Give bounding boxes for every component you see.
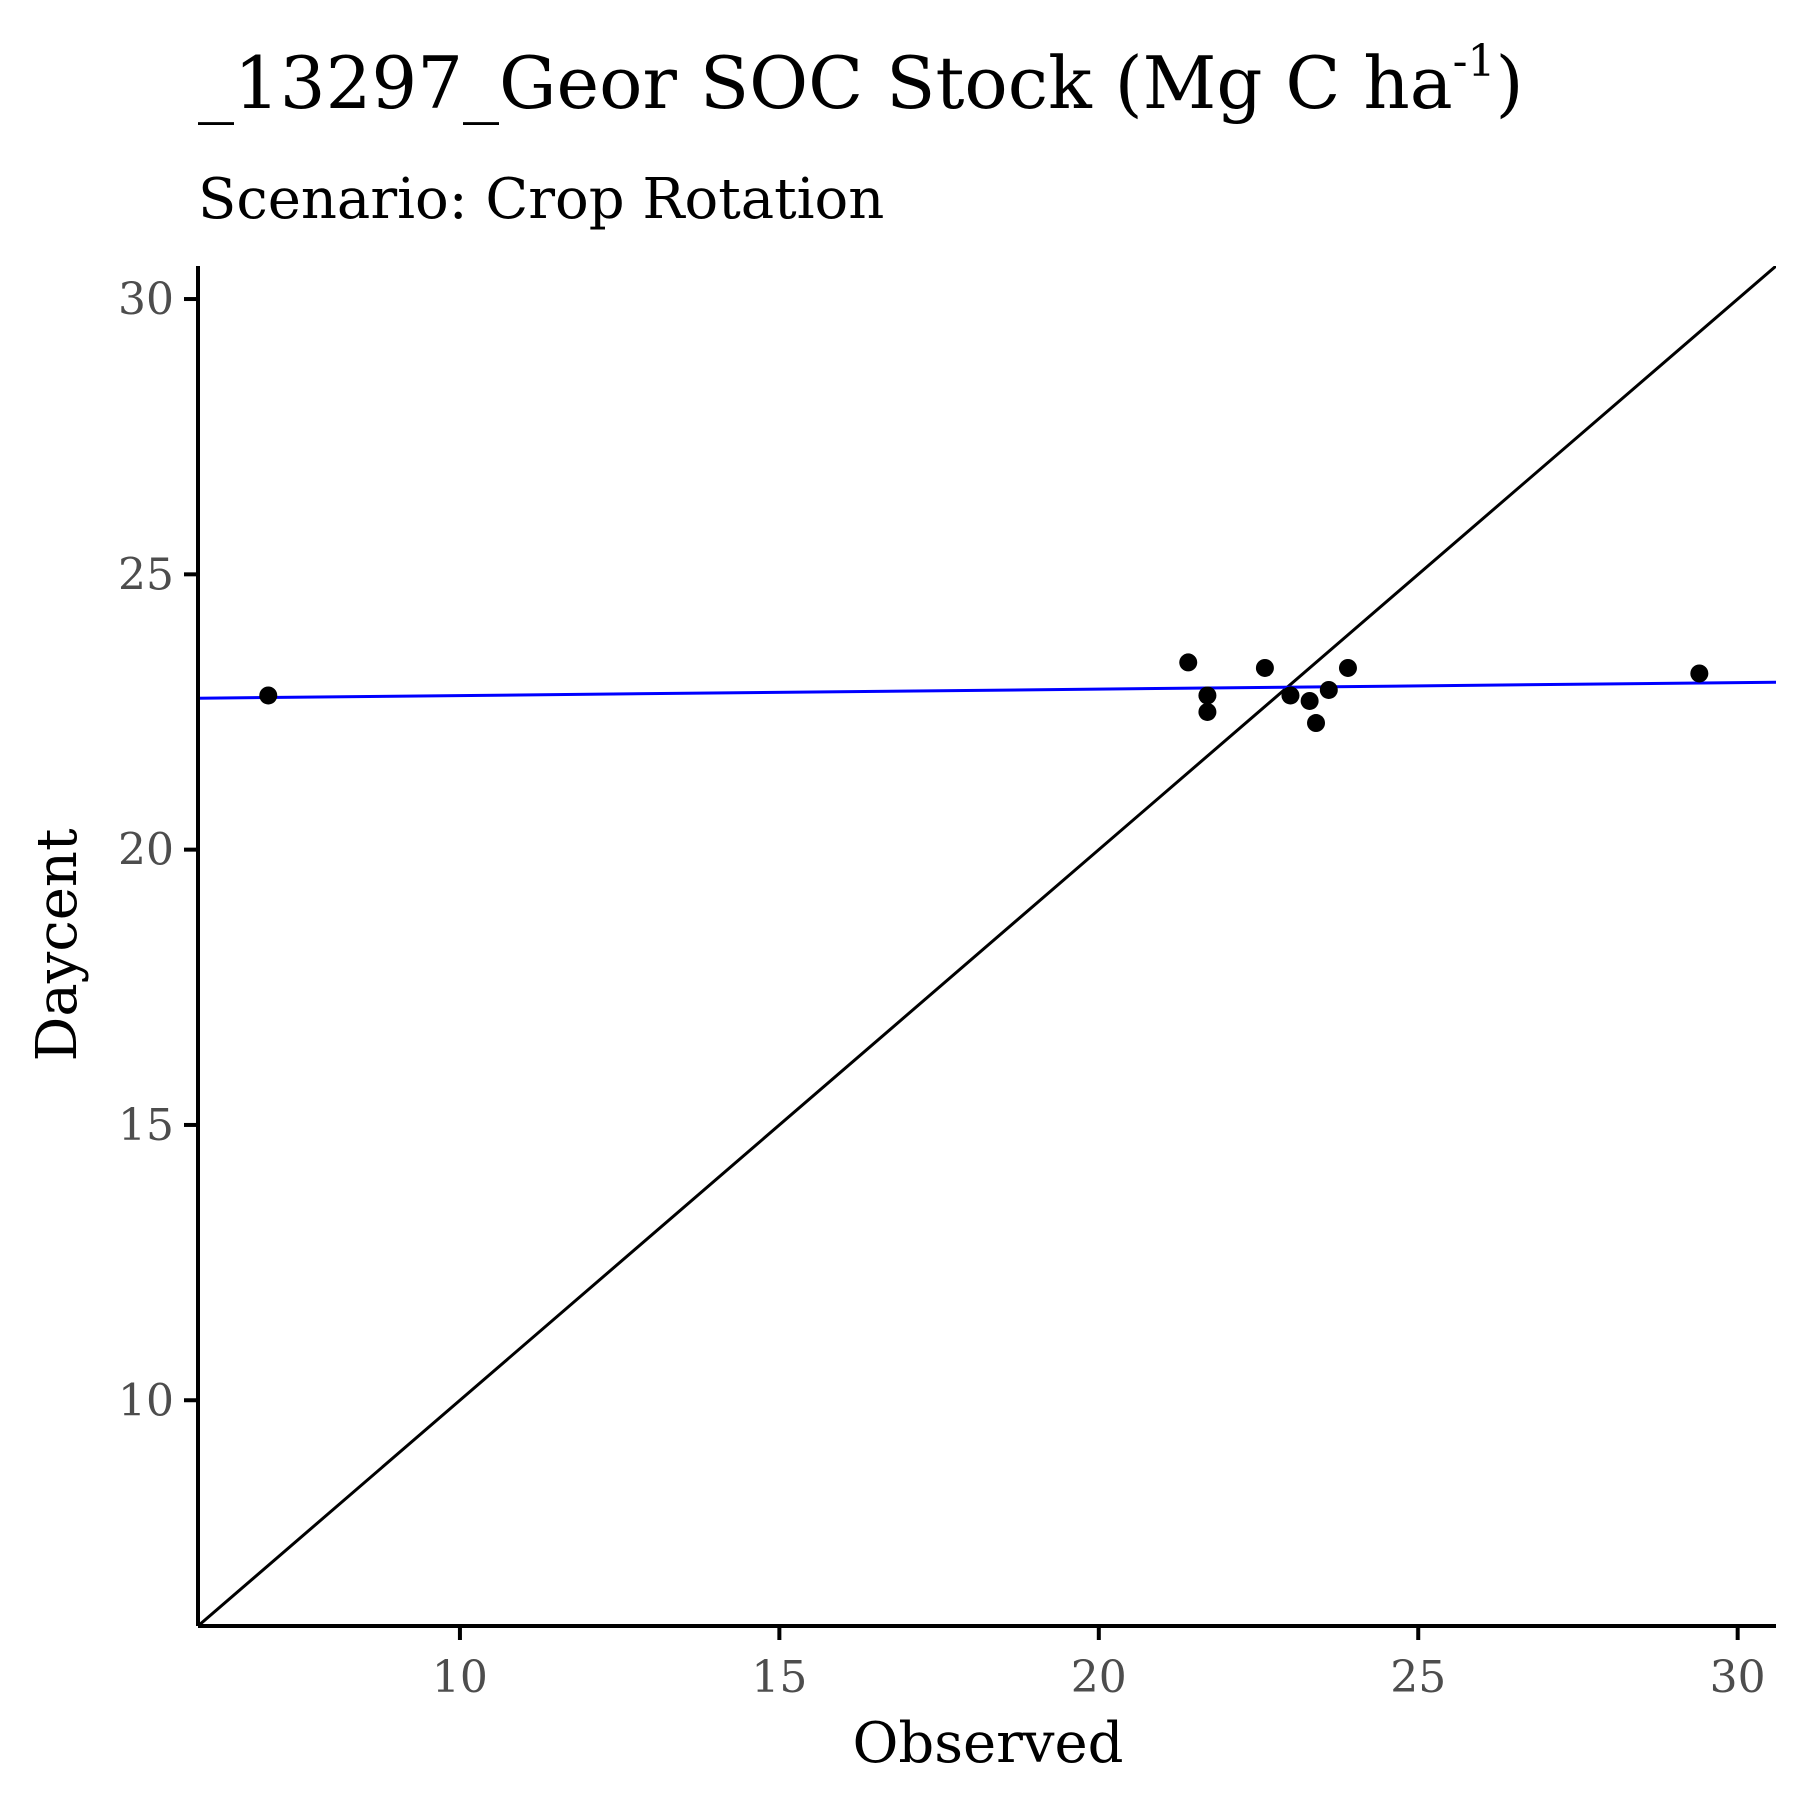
data-point (1281, 686, 1300, 705)
x-tick-label: 10 (432, 1652, 488, 1703)
y-tick-label: 20 (118, 825, 174, 876)
reference-lines (198, 266, 1776, 1626)
x-tick-label: 25 (1390, 1652, 1446, 1703)
data-point (259, 686, 278, 705)
y-tick-label: 10 (118, 1375, 174, 1426)
data-point (1338, 658, 1357, 677)
data-point (1179, 653, 1198, 672)
y-tick-label: 15 (118, 1100, 174, 1151)
x-tick-label: 20 (1071, 1652, 1127, 1703)
chart-subtitle: Scenario: Crop Rotation (198, 167, 884, 232)
y-axis-ticks: 10 15 20 25 30 (118, 274, 198, 1426)
identity-line (198, 266, 1776, 1626)
x-tick-label: 30 (1710, 1652, 1766, 1703)
y-axis-title: Daycent (25, 828, 90, 1061)
data-point (1198, 686, 1217, 705)
x-axis-title: Observed (852, 1711, 1123, 1776)
chart-title-close: ) (1496, 41, 1524, 125)
data-points (259, 653, 1709, 733)
data-point (1255, 658, 1274, 677)
data-point (1300, 691, 1319, 710)
data-point (1198, 702, 1217, 721)
plot-area: 10 15 20 25 30 10 15 20 25 30 (118, 266, 1776, 1703)
x-tick-label: 15 (751, 1652, 807, 1703)
chart-title-superscript: -1 (1453, 36, 1496, 87)
regression-line (198, 680, 1776, 700)
y-tick-label: 30 (118, 274, 174, 325)
y-tick-label: 25 (118, 549, 174, 600)
data-point (1307, 714, 1326, 733)
x-axis-ticks: 10 15 20 25 30 (432, 1626, 1766, 1703)
chart-title: _13297_Geor SOC Stock (Mg C ha-1) (198, 36, 1524, 125)
data-point (1690, 664, 1709, 683)
chart-title-main: _13297_Geor SOC Stock (Mg C ha (198, 41, 1453, 125)
data-point (1319, 680, 1338, 699)
